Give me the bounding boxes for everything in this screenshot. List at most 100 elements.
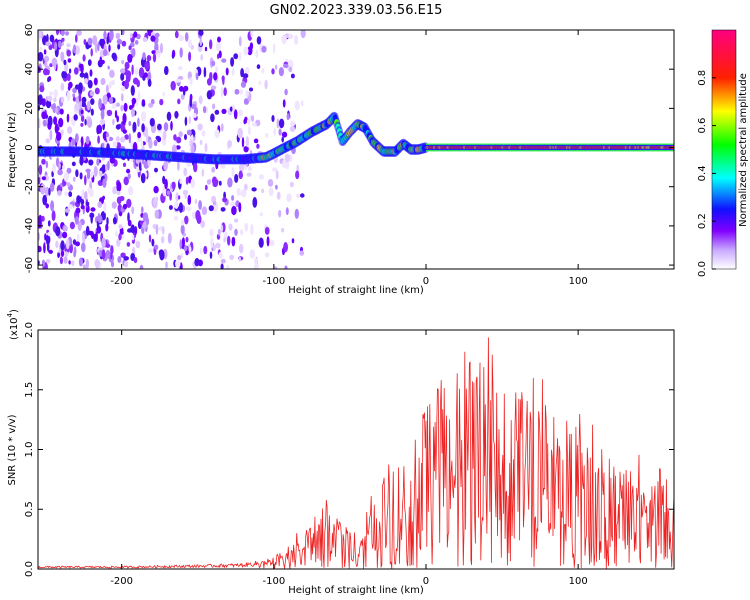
noise-speckle: [79, 63, 84, 69]
noise-speckle: [38, 104, 41, 111]
ridge-band-edge: [488, 143, 490, 145]
noise-speckle: [299, 250, 305, 256]
noise-speckle: [140, 111, 147, 122]
noise-speckle: [248, 166, 252, 172]
noise-speckle: [218, 180, 222, 186]
ridge-band-edge: [570, 143, 572, 145]
noise-speckle: [212, 103, 216, 110]
ridge-band-edge: [632, 143, 635, 145]
ridge-band-edge: [625, 150, 627, 152]
ridge-band-edge: [646, 150, 649, 152]
noise-speckle: [173, 134, 177, 141]
ridge-band-edge: [473, 143, 476, 145]
noise-speckle: [212, 244, 216, 251]
noise-speckle: [234, 228, 238, 236]
noise-speckle: [194, 258, 200, 267]
noise-speckle: [124, 134, 129, 140]
noise-speckle: [81, 233, 85, 243]
noise-speckle: [288, 66, 293, 73]
ridge-band-edge: [548, 150, 551, 152]
noise-speckle: [119, 195, 125, 202]
noise-speckle: [229, 254, 235, 260]
noise-speckle: [81, 96, 87, 104]
ridge-band-edge: [575, 150, 578, 152]
noise-speckle: [103, 49, 108, 57]
noise-speckle: [166, 190, 171, 196]
noise-speckle: [290, 73, 295, 79]
noise-speckle: [47, 232, 52, 237]
noise-speckle: [108, 97, 114, 104]
noise-speckle: [155, 196, 159, 202]
noise-speckle: [45, 203, 49, 209]
noise-speckle: [72, 239, 77, 245]
spectrogram-ytick-label: -40: [24, 218, 35, 234]
spectrogram-xlabel: Height of straight line (km): [288, 285, 424, 296]
ridge-band-edge: [588, 143, 591, 145]
noise-speckle: [203, 66, 207, 78]
noise-speckle: [187, 39, 192, 48]
noise-speckle: [75, 34, 78, 43]
ridge-band-edge: [652, 143, 655, 145]
ridge-band-edge: [586, 143, 589, 145]
noise-speckle: [75, 45, 80, 55]
noise-speckle: [238, 51, 242, 62]
noise-speckle: [44, 61, 48, 68]
ridge-band-edge: [533, 150, 536, 152]
noise-speckle: [38, 94, 43, 106]
noise-speckle: [181, 219, 185, 226]
svg-text:(x104): (x104): [6, 309, 20, 340]
noise-speckle: [73, 114, 78, 121]
noise-speckle: [300, 193, 305, 198]
ridge-band-edge: [471, 150, 474, 152]
noise-speckle: [186, 129, 192, 136]
noise-speckle: [285, 207, 289, 216]
noise-speckle: [184, 191, 188, 199]
snr-ytick-label: 1.0: [24, 442, 35, 458]
noise-speckle: [60, 250, 65, 257]
noise-speckle: [238, 170, 243, 180]
spectrogram-ylabel: Frequency (Hz): [7, 112, 18, 188]
ridge-band-edge: [531, 143, 534, 145]
ridge-band-edge: [637, 150, 640, 152]
noise-speckle: [121, 59, 125, 65]
ridge-band-edge: [641, 150, 644, 152]
snr-frame: [37, 329, 675, 570]
ridge-band-edge: [594, 150, 596, 152]
noise-speckle: [231, 167, 235, 177]
noise-speckle: [223, 87, 227, 97]
noise-speckle: [53, 89, 58, 98]
noise-speckle: [256, 64, 261, 70]
noise-speckle: [38, 177, 41, 185]
noise-speckle: [44, 55, 50, 63]
ridge-band-edge: [546, 150, 549, 152]
noise-speckle: [120, 136, 126, 143]
ridge-band-edge: [510, 150, 512, 152]
noise-speckle: [134, 40, 139, 45]
noise-speckle: [67, 126, 73, 134]
ridge-band-edge: [508, 143, 510, 145]
noise-speckle: [227, 140, 233, 148]
noise-speckle: [211, 166, 216, 173]
noise-speckle: [294, 208, 299, 219]
noise-speckle: [186, 206, 192, 212]
ridge-band-edge: [572, 150, 574, 152]
spectrogram-xtick-label: 100: [569, 276, 588, 287]
noise-speckle: [118, 233, 122, 241]
ridge-band-edge: [438, 150, 441, 152]
noise-speckle: [294, 100, 300, 111]
noise-speckle: [71, 161, 76, 167]
ridge-band-edge: [493, 143, 496, 145]
ridge-band-edge: [535, 150, 538, 152]
ridge-band-edge: [436, 143, 439, 145]
noise-speckle: [138, 162, 142, 171]
ridge-band-edge: [491, 143, 494, 145]
noise-speckle: [71, 138, 76, 147]
spectrogram-xtick-label: -200: [110, 276, 133, 287]
noise-speckle: [112, 118, 115, 126]
ridge-band-edge: [520, 150, 523, 152]
ridge-band-edge: [661, 143, 664, 145]
noise-speckle: [179, 239, 183, 250]
noise-speckle: [140, 140, 144, 148]
noise-speckle: [126, 168, 131, 174]
noise-speckle: [177, 255, 182, 261]
